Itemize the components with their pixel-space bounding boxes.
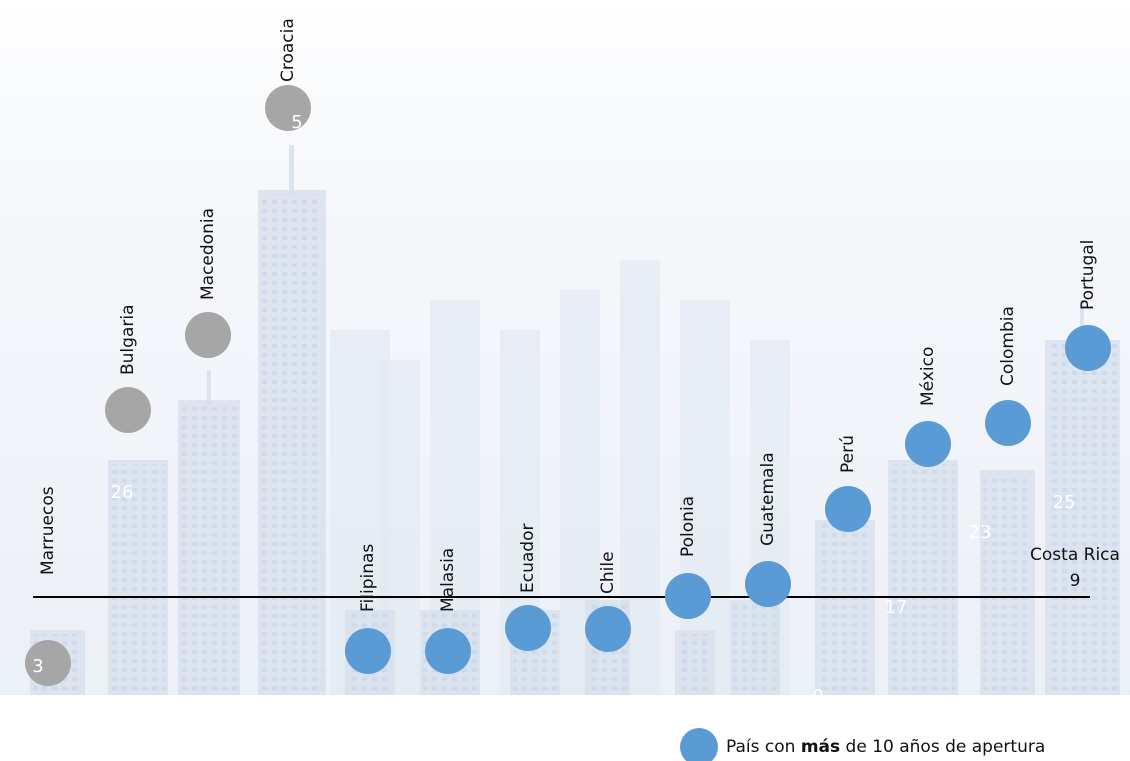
country-label-guatemala: Guatemala — [758, 452, 778, 546]
point-guatemala — [745, 561, 791, 607]
skyline-background — [0, 0, 1130, 695]
value-label-bulgaria: 26 — [111, 482, 134, 503]
annotation-country-label: Costa Rica — [1030, 545, 1120, 565]
country-label-chile: Chile — [598, 551, 618, 594]
point-croacia — [265, 85, 311, 131]
legend-text: País con más de 10 años de apertura — [726, 737, 1046, 757]
point-malasia — [425, 628, 471, 674]
point-mexico — [905, 421, 951, 467]
value-label-colombia: 23 — [969, 522, 992, 543]
point-chile — [585, 606, 631, 652]
point-colombia — [985, 400, 1031, 446]
value-label-portugal: 25 — [1053, 492, 1076, 513]
country-label-portugal: Portugal — [1078, 240, 1098, 310]
country-label-bulgaria: Bulgaria — [118, 305, 138, 376]
annotation-value-label: 9 — [1070, 571, 1081, 591]
legend-blue-dot-icon — [680, 728, 718, 761]
point-peru — [825, 486, 871, 532]
legend: País con más de 10 años de apertura — [680, 728, 1046, 761]
country-label-colombia: Colombia — [998, 306, 1018, 386]
country-label-marruecos: Marruecos — [38, 486, 58, 575]
point-portugal — [1065, 325, 1111, 371]
point-macedonia — [185, 312, 231, 358]
country-label-peru: Perú — [838, 435, 858, 473]
country-label-ecuador: Ecuador — [518, 524, 538, 593]
country-label-croacia: Croacia — [278, 18, 298, 82]
point-filipinas — [345, 628, 391, 674]
point-bulgaria — [105, 387, 151, 433]
value-label-mexico: 17 — [885, 597, 908, 618]
point-polonia — [665, 573, 711, 619]
country-label-macedonia: Macedonia — [198, 208, 218, 300]
point-marruecos — [25, 640, 71, 686]
value-label-croacia: 5 — [291, 112, 302, 133]
country-label-polonia: Polonia — [678, 496, 698, 557]
value-label-marruecos: 3 — [32, 656, 43, 677]
country-label-filipinas: Filipinas — [358, 544, 378, 612]
country-label-malasia: Malasia — [438, 548, 458, 612]
value-label-peru: 0 — [812, 686, 823, 707]
country-label-mexico: México — [918, 347, 938, 406]
point-ecuador — [505, 605, 551, 651]
